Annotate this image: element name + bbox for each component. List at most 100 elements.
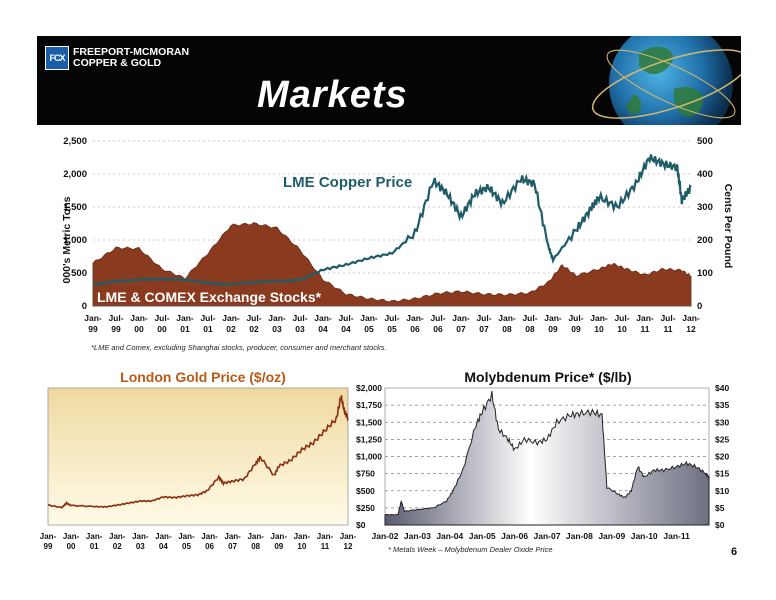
gold-price-line <box>47 395 349 509</box>
y-tick-label: $250 <box>356 503 375 513</box>
x-tick-label: Jan-02 <box>109 532 126 551</box>
x-tick-label: Jan-10 <box>590 313 608 334</box>
x-tick-label: Jan-08 <box>566 531 593 541</box>
copper-price-line <box>92 154 692 287</box>
x-tick-label: Jan-12 <box>340 532 357 551</box>
y-tick-label: 2,500 <box>63 136 87 147</box>
y-tick-label: $0 <box>715 520 725 530</box>
globe-graphic <box>591 36 741 125</box>
copper-chart: 0 500 1,000 1,500 2,000 2,500 0 100 200 300 400 50… <box>61 136 734 334</box>
x-tick-label: Jan-05 <box>469 531 496 541</box>
y-tick-label: 400 <box>697 169 713 180</box>
x-tick-label: Jan-03 <box>404 531 431 541</box>
y-tick-label: $10 <box>715 486 729 496</box>
y-tick-label: $2,000 <box>356 383 382 393</box>
gold-chart-title: London Gold Price ($/oz) <box>120 369 286 385</box>
x-tick-label: Jan-03 <box>132 532 149 551</box>
page-number: 6 <box>731 546 738 558</box>
x-tick-label: Jan-04 <box>314 313 332 334</box>
company-name-line1: FREEPORT-MCMORAN <box>73 46 190 58</box>
x-tick-label: Jul-00 <box>154 313 169 334</box>
gold-y-axis-ticks: $0 $250 $500 $750 $1,000 $1,250 $1,500 $1,750 $2… <box>356 383 382 530</box>
x-tick-label: Jan-10 <box>294 532 311 551</box>
y-tick-label: 300 <box>697 202 713 213</box>
x-tick-label: Jan-08 <box>498 313 516 334</box>
y-tick-label: $35 <box>715 400 729 410</box>
x-tick-label: Jan-11 <box>636 313 654 334</box>
y-tick-label: 1,000 <box>63 235 87 246</box>
x-tick-label: Jan-05 <box>178 532 195 551</box>
copper-left-axis-title: 000's Metric Tons <box>61 196 73 283</box>
x-tick-label: Jul-04 <box>338 313 353 334</box>
y-tick-label: 200 <box>697 235 713 246</box>
x-tick-label: Jul-99 <box>108 313 123 334</box>
y-tick-label: $20 <box>715 452 729 462</box>
x-tick-label: Jan-00 <box>130 313 148 334</box>
y-tick-label: 2,000 <box>63 169 87 180</box>
company-name: FREEPORT-MCMORAN COPPER & GOLD <box>73 47 189 69</box>
gold-plot-area <box>47 387 349 526</box>
x-tick-label: Jan-04 <box>155 532 172 551</box>
x-tick-label: Jan-12 <box>682 313 700 334</box>
x-tick-label: Jan-07 <box>224 532 241 551</box>
x-tick-label: Jan-99 <box>84 313 102 334</box>
x-tick-label: Jan-01 <box>86 532 103 551</box>
copper-right-axis-title: Cents Per Pound <box>722 184 734 269</box>
y-tick-label: $1,250 <box>356 434 382 444</box>
logo-mark: FCX <box>45 46 69 70</box>
moly-price-area <box>384 391 710 526</box>
x-tick-label: Jul-10 <box>614 313 629 334</box>
x-tick-label: Jan-04 <box>436 531 463 541</box>
copper-left-axis-ticks: 0 500 1,000 1,500 2,000 2,500 <box>63 136 87 312</box>
x-tick-label: Jan-08 <box>247 532 264 551</box>
y-tick-label: $25 <box>715 434 729 444</box>
y-tick-label: $5 <box>715 503 725 513</box>
y-tick-label: $30 <box>715 417 729 427</box>
company-name-line2: COPPER & GOLD <box>73 57 162 69</box>
y-tick-label: $40 <box>715 383 729 393</box>
copper-price-label: LME Copper Price <box>283 174 412 191</box>
x-tick-label: Jan-07 <box>452 313 470 334</box>
x-tick-label: Jan-07 <box>534 531 561 541</box>
moly-chart: Molybdenum Price* ($/lb) $0 $5 $10 $15 $20 $2… <box>372 369 729 541</box>
y-tick-label: $15 <box>715 469 729 479</box>
x-tick-label: Jan-06 <box>406 313 424 334</box>
moly-chart-title: Molybdenum Price* ($/lb) <box>464 369 631 385</box>
page-title: Markets <box>257 74 408 116</box>
y-tick-label: 0 <box>82 301 87 312</box>
y-tick-label: $500 <box>356 486 375 496</box>
x-tick-label: Jul-09 <box>568 313 583 334</box>
y-tick-label: $1,750 <box>356 400 382 410</box>
x-tick-label: Jul-06 <box>430 313 445 334</box>
copper-x-axis-ticks: Jan-99 Jul-99 Jan-00 Jul-00 Jan-01 Jul-01 Jan-… <box>84 313 700 334</box>
moly-x-axis-ticks: Jan-02 Jan-03 Jan-04 Jan-05 Jan-06 Jan-07 Jan-… <box>372 531 690 541</box>
gold-x-axis-ticks: Jan-99 Jan-00 Jan-01 Jan-02 Jan-03 Jan-04 Jan-… <box>40 532 357 551</box>
x-tick-label: Jan-09 <box>271 532 288 551</box>
stocks-label: LME & COMEX Exchange Stocks* <box>97 289 322 305</box>
header-banner: FCX FREEPORT-MCMORAN COPPER & GOLD Marke… <box>37 36 741 125</box>
x-tick-label: Jan-06 <box>501 531 528 541</box>
x-tick-label: Jan-02 <box>222 313 240 334</box>
x-tick-label: Jan-99 <box>40 532 57 551</box>
copper-right-axis-ticks: 0 100 200 300 400 500 <box>697 136 713 312</box>
x-tick-label: Jul-05 <box>384 313 399 334</box>
x-tick-label: Jan-11 <box>663 531 690 541</box>
y-tick-label: 1,500 <box>63 202 87 213</box>
y-tick-label: 500 <box>697 136 713 147</box>
y-tick-label: $750 <box>356 469 375 479</box>
y-tick-label: 500 <box>71 268 87 279</box>
y-tick-label: $0 <box>356 520 366 530</box>
y-tick-label: 100 <box>697 268 713 279</box>
x-tick-label: Jul-08 <box>522 313 537 334</box>
y-tick-label: 0 <box>697 301 702 312</box>
x-tick-label: Jul-01 <box>200 313 215 334</box>
footnote-stocks: *LME and Comex, excluding Shanghai stock… <box>91 343 387 352</box>
x-tick-label: Jul-03 <box>292 313 307 334</box>
y-tick-label: $1,000 <box>356 452 382 462</box>
x-tick-label: Jan-06 <box>201 532 218 551</box>
x-tick-label: Jan-05 <box>360 313 378 334</box>
moly-y-axis-ticks: $0 $5 $10 $15 $20 $25 $30 $35 $40 <box>715 383 729 530</box>
x-tick-label: Jul-02 <box>246 313 261 334</box>
stocks-area-series <box>92 222 692 307</box>
x-tick-label: Jan-03 <box>268 313 286 334</box>
